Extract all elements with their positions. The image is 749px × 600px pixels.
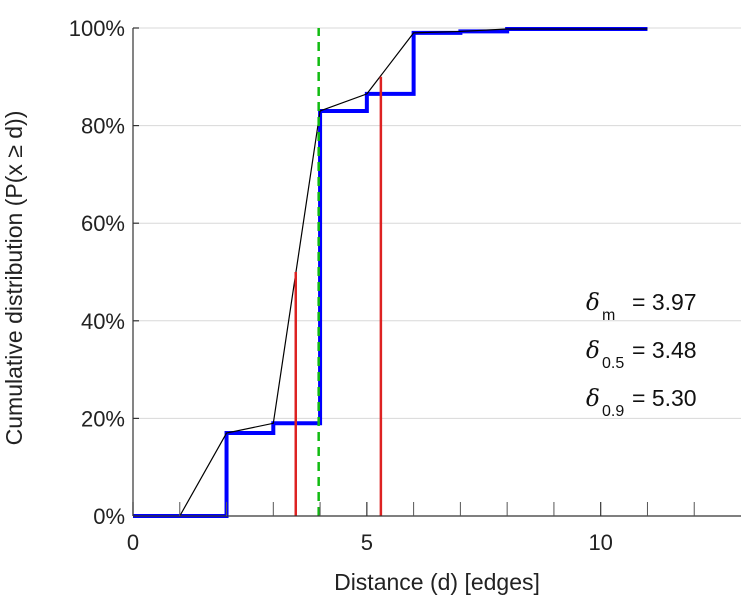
plot-marks bbox=[133, 26, 648, 518]
statistics-annotations: δ m= 3.97δ 0.5= 3.48δ 0.9= 5.30 bbox=[586, 289, 697, 420]
delta-value: = 3.97 bbox=[632, 289, 697, 315]
stat-annotation: δ m = 3.97 bbox=[586, 289, 697, 324]
x-tick-label: 0 bbox=[127, 530, 139, 555]
stat-annotation: δ 0.5 = 3.48 bbox=[586, 337, 697, 372]
delta-symbol: δ bbox=[586, 338, 600, 364]
y-tick-label: 40% bbox=[81, 309, 125, 334]
axes bbox=[132, 27, 741, 517]
cdf-step-series bbox=[133, 26, 648, 518]
delta-subscript: 0.9 bbox=[602, 403, 624, 420]
y-tick-label: 0% bbox=[93, 504, 125, 529]
delta-symbol: δ bbox=[586, 290, 600, 316]
y-tick-label: 20% bbox=[81, 406, 125, 431]
y-axis-title: Cumulative distribution (P(x ≥ d)) bbox=[1, 111, 27, 446]
cdf-interpolated-line bbox=[179, 28, 648, 517]
stat-annotation: δ 0.9 = 5.30 bbox=[586, 385, 697, 420]
delta-value: = 3.48 bbox=[632, 337, 697, 363]
tick-labels: 0% 20% 40% 60% 80% 100% 0 5 10 bbox=[69, 16, 613, 555]
gridlines bbox=[133, 27, 741, 419]
delta-subscript: m bbox=[602, 307, 615, 324]
x-axis-title: Distance (d) [edges] bbox=[334, 569, 540, 595]
x-tick-label: 5 bbox=[361, 530, 373, 555]
y-tick-label: 60% bbox=[81, 211, 125, 236]
y-tick-label: 80% bbox=[81, 114, 125, 139]
x-tick-label: 10 bbox=[588, 530, 612, 555]
delta-symbol: δ bbox=[586, 386, 600, 412]
delta-subscript: 0.5 bbox=[602, 355, 624, 372]
delta-value: = 5.30 bbox=[632, 385, 697, 411]
y-tick-label: 100% bbox=[69, 16, 125, 41]
